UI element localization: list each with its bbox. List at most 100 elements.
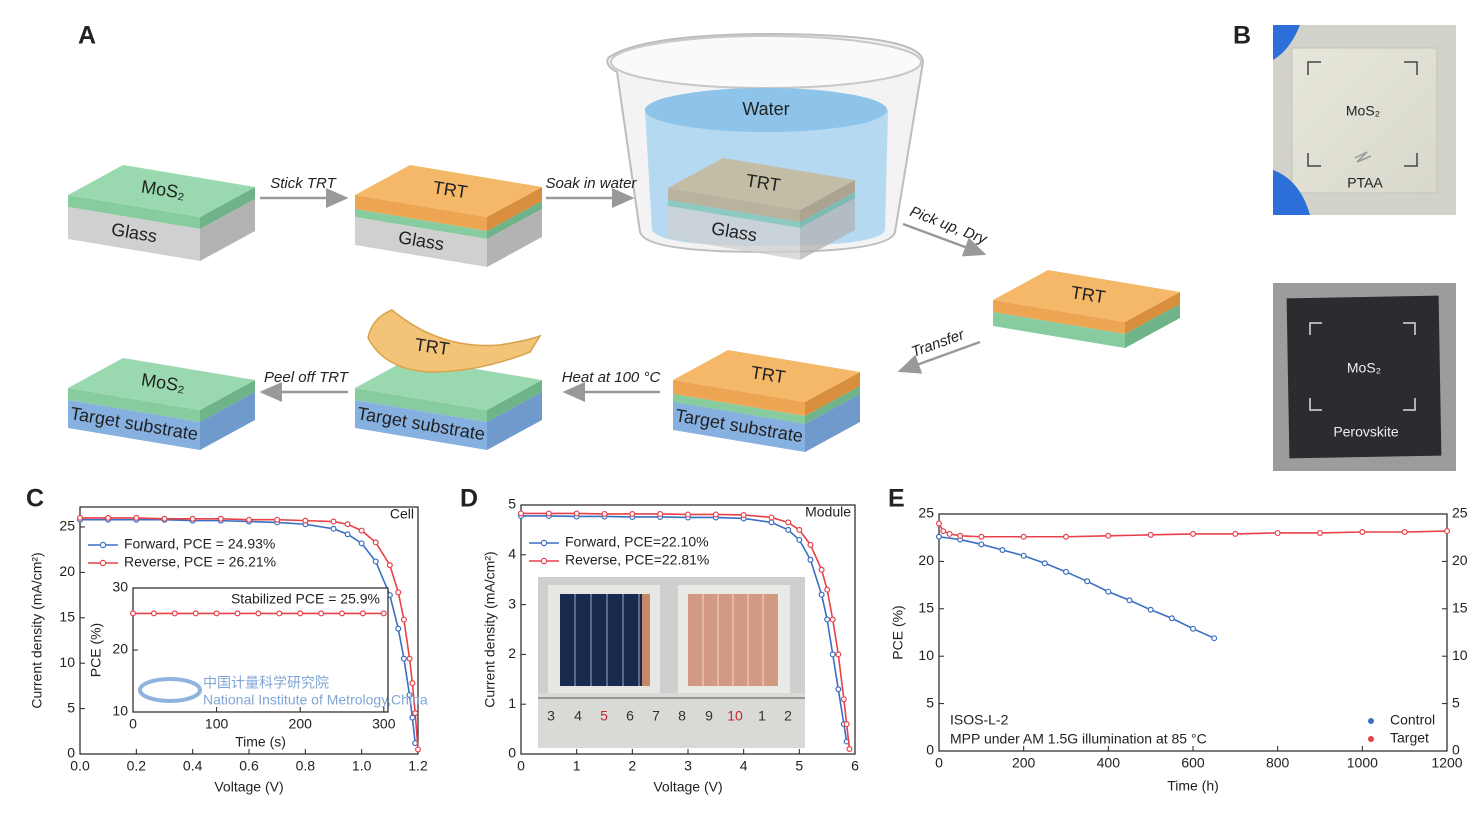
data-point [1084,578,1091,585]
slab-top [355,165,542,217]
data-point [657,510,664,517]
series-line [938,523,1448,538]
data-point [358,540,365,547]
y-tick-label: 10 [59,654,75,670]
layer-label: TRT [414,334,451,359]
x-tick-label: 0 [517,758,525,774]
x-tick-label: 600 [1181,755,1205,771]
data-point [1189,625,1196,632]
data-point [133,514,140,521]
plot-frame [938,513,1448,752]
data-point [829,651,836,658]
data-point [796,536,803,543]
slab-side [355,195,487,231]
data-point [395,625,402,632]
legend-label: Control [1390,712,1435,728]
data-point [213,610,220,617]
y-tick-label: 30 [112,579,128,595]
data-point [1126,597,1133,604]
series-line [521,512,851,750]
data-point [409,680,416,687]
data-point [843,721,850,728]
slab-side [487,380,542,422]
inset-bg [133,588,388,712]
data-point [359,610,366,617]
data-point [400,616,407,623]
x-tick-label: 6 [851,758,859,774]
x-tick-label: 1200 [1431,755,1462,771]
data-point [380,610,387,617]
data-point [545,510,552,517]
y-axis-label: Current density (mA/cm²) [482,551,498,707]
data-point [217,515,224,522]
slab-side [800,192,855,228]
peeled-trt [367,309,542,373]
data-point [935,533,942,540]
data-point [189,515,196,522]
slab-side [1125,304,1180,348]
slab-side [200,199,255,261]
data-point [768,519,775,526]
data-point [1359,529,1366,536]
data-point [999,547,1006,554]
ruler-label: 8 [678,708,686,724]
x-tick-label: 4 [740,758,748,774]
x-axis-label: Time (s) [235,734,286,750]
y-axis-label: PCE (%) [88,623,104,677]
data-point [406,655,413,662]
data-point [1041,560,1048,567]
data-point [824,586,831,593]
series-line [80,517,419,750]
slab-side [805,386,860,424]
ruler-label: 3 [547,708,555,724]
slab-top [668,158,855,210]
slab-top [673,350,860,402]
data-point [274,516,281,523]
ruler-label: 10 [727,708,743,724]
slab-side [68,195,200,229]
y-tick-label: 4 [508,546,516,562]
data-point [978,541,985,548]
data-point [785,526,792,533]
inset-photo [538,577,805,748]
data-point [935,520,942,527]
data-point [807,556,814,563]
data-point [372,539,379,546]
ruler-label: 4 [574,708,582,724]
photo-label: MoS₂ [1346,103,1380,119]
panel-label: E [888,485,905,513]
y-tick-label: 25 [59,518,75,534]
data-point [415,746,422,753]
data-point [150,610,157,617]
data-point [1443,528,1450,535]
data-point [740,511,747,518]
x-tick-label: 0 [129,716,137,732]
data-point [76,514,83,521]
data-point [1401,529,1408,536]
ruler-label: 6 [626,708,634,724]
arrow-label: Stick TRT [270,175,337,192]
data-point [400,655,407,662]
slab-top [68,165,255,217]
legend-label: Reverse, PCE = 26.21% [124,554,276,570]
slab-side [805,394,860,452]
data-point [768,514,775,521]
data-point [1211,635,1218,642]
y-tick-label: 25 [918,505,934,521]
y2-tick-label: 0 [1452,742,1460,758]
arrow-label: Peel off TRT [264,369,350,386]
y-axis-label: Current density (mA/cm²) [29,552,45,708]
data-point [171,610,178,617]
slab-top [993,270,1180,322]
x-tick-label: 1.2 [408,758,428,774]
y2-tick-label: 10 [1452,647,1468,663]
data-point [1274,529,1281,536]
data-point [1062,533,1069,540]
slab-side [487,201,542,239]
data-point [412,710,419,717]
data-point [409,714,416,721]
data-point [818,566,825,573]
x-tick-label: 0 [935,755,943,771]
data-point [1105,532,1112,539]
